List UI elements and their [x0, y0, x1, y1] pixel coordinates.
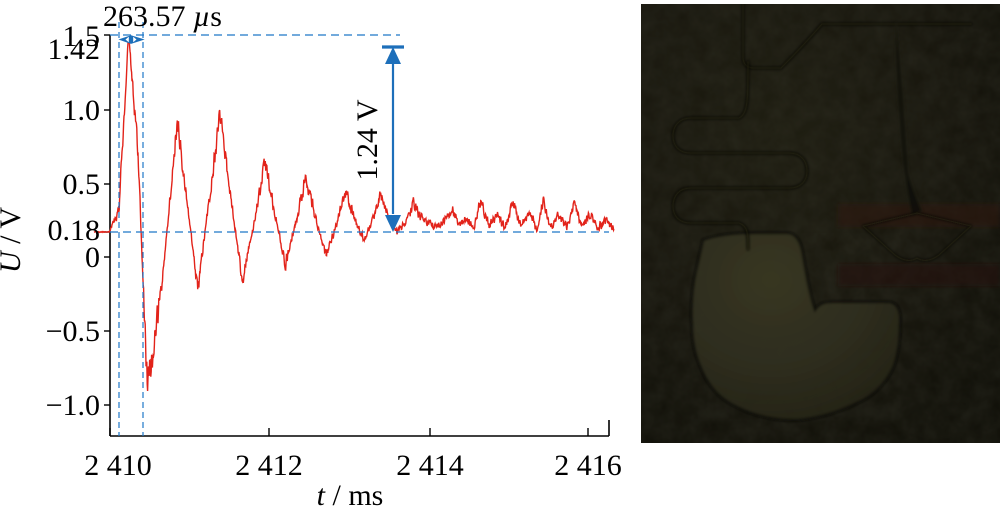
svg-text:−1.0: −1.0	[46, 389, 100, 422]
svg-text:2 416: 2 416	[554, 449, 622, 482]
svg-text:2 414: 2 414	[396, 449, 464, 482]
svg-text:0: 0	[85, 241, 100, 274]
svg-text:263.57 µs: 263.57 µs	[103, 0, 222, 33]
svg-text:2 412: 2 412	[235, 449, 303, 482]
svg-text:1.0: 1.0	[63, 94, 101, 127]
svg-text:2 410: 2 410	[84, 449, 152, 482]
svg-text:0.5: 0.5	[63, 168, 101, 201]
svg-text:1.24 V: 1.24 V	[351, 99, 384, 180]
svg-text:−0.5: −0.5	[46, 315, 100, 348]
svg-text:t / ms: t / ms	[317, 479, 384, 512]
svg-text:U / V: U / V	[0, 207, 27, 273]
svg-text:1.42: 1.42	[48, 33, 101, 66]
